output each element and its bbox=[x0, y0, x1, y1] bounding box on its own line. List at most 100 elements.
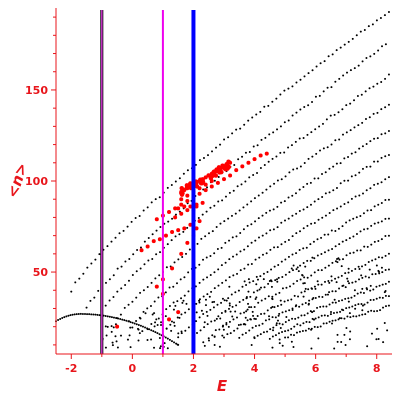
data-point bbox=[126, 225, 129, 228]
data-point bbox=[202, 341, 205, 344]
data-point bbox=[174, 213, 177, 216]
data-point bbox=[375, 285, 378, 288]
data-point bbox=[368, 268, 371, 271]
data-point bbox=[256, 278, 259, 281]
data-point bbox=[291, 307, 294, 310]
data-point bbox=[373, 183, 376, 186]
data-point bbox=[213, 287, 216, 290]
data-point bbox=[272, 326, 275, 329]
x-axis-ticks: -2 0 2 4 6 8 bbox=[65, 354, 381, 375]
data-point bbox=[291, 317, 294, 320]
data-point bbox=[369, 289, 372, 292]
data-point bbox=[277, 332, 280, 335]
data-point bbox=[370, 209, 373, 212]
data-point bbox=[346, 277, 349, 280]
data-point bbox=[380, 108, 383, 111]
data-point bbox=[367, 276, 370, 279]
data-point bbox=[302, 262, 305, 265]
data-point bbox=[321, 295, 324, 298]
highlight-point bbox=[185, 240, 190, 245]
data-point bbox=[340, 317, 343, 320]
data-point bbox=[214, 329, 217, 332]
data-point bbox=[261, 322, 264, 325]
data-point bbox=[167, 220, 170, 223]
data-point bbox=[274, 279, 277, 282]
data-point bbox=[290, 267, 293, 270]
data-point bbox=[310, 274, 313, 277]
data-point bbox=[108, 315, 111, 318]
data-point bbox=[139, 291, 142, 294]
data-point bbox=[276, 205, 279, 208]
data-point bbox=[355, 34, 358, 37]
data-point bbox=[350, 152, 353, 155]
data-point bbox=[361, 145, 364, 148]
data-point bbox=[259, 275, 262, 278]
data-point bbox=[335, 186, 338, 189]
data-point bbox=[302, 247, 305, 250]
data-point bbox=[356, 292, 359, 295]
data-point bbox=[371, 273, 374, 276]
data-point bbox=[178, 233, 181, 236]
highlight-point bbox=[173, 215, 178, 220]
data-point bbox=[115, 340, 118, 343]
highlight-point bbox=[197, 191, 202, 196]
data-point bbox=[146, 206, 149, 209]
data-point bbox=[297, 295, 300, 298]
data-point bbox=[154, 331, 157, 334]
data-point bbox=[124, 260, 127, 263]
data-point bbox=[252, 145, 255, 148]
data-point bbox=[255, 296, 258, 299]
data-point bbox=[176, 316, 179, 319]
data-point bbox=[331, 261, 334, 264]
data-point bbox=[131, 274, 134, 277]
data-point bbox=[275, 155, 278, 158]
data-point bbox=[377, 203, 380, 206]
highlight-point bbox=[240, 164, 245, 169]
data-point bbox=[337, 111, 340, 114]
data-point bbox=[231, 305, 234, 308]
data-point bbox=[283, 151, 286, 154]
data-point bbox=[337, 257, 340, 260]
data-point bbox=[237, 289, 240, 292]
data-point bbox=[119, 318, 122, 321]
data-point bbox=[270, 285, 273, 288]
highlight-point bbox=[157, 237, 162, 242]
data-point bbox=[273, 306, 276, 309]
data-point bbox=[98, 253, 101, 256]
data-point bbox=[384, 77, 387, 80]
data-point bbox=[284, 240, 287, 243]
data-point bbox=[301, 303, 304, 306]
data-point bbox=[358, 267, 361, 270]
data-point bbox=[141, 330, 144, 333]
data-point bbox=[319, 149, 322, 152]
data-point bbox=[219, 222, 222, 225]
data-point bbox=[287, 217, 290, 220]
data-point bbox=[106, 325, 109, 328]
data-point bbox=[361, 309, 364, 312]
data-point bbox=[387, 295, 390, 298]
data-point bbox=[313, 271, 316, 274]
highlight-point bbox=[209, 174, 214, 179]
data-point bbox=[379, 17, 382, 20]
data-point bbox=[384, 43, 387, 46]
data-point bbox=[376, 327, 379, 330]
highlight-point bbox=[185, 193, 190, 198]
data-point bbox=[138, 214, 141, 217]
data-point bbox=[287, 255, 290, 258]
highlight-point bbox=[185, 199, 190, 204]
data-point bbox=[232, 189, 235, 192]
data-point bbox=[353, 99, 356, 102]
data-point bbox=[238, 209, 241, 212]
data-point bbox=[338, 138, 341, 141]
data-point bbox=[295, 268, 298, 271]
data-point bbox=[254, 317, 257, 320]
data-point bbox=[231, 236, 234, 239]
data-point bbox=[322, 90, 325, 93]
data-point bbox=[326, 86, 329, 89]
highlight-point bbox=[252, 157, 257, 162]
data-point bbox=[355, 315, 358, 318]
data-point bbox=[361, 60, 364, 63]
data-point bbox=[116, 267, 119, 270]
data-point bbox=[347, 40, 350, 43]
data-point bbox=[376, 82, 379, 85]
